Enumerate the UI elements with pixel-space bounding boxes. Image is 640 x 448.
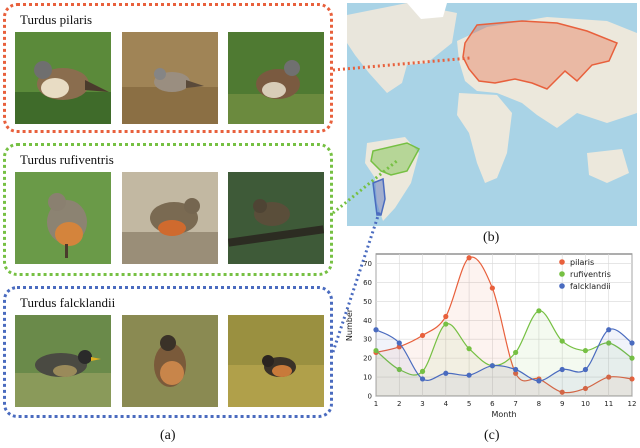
data-point-pilaris [419,332,426,339]
x-tick-label: 7 [513,400,517,408]
data-point-rufiventris [582,347,589,354]
legend-marker-pilaris [559,259,565,265]
bird-photo-rufiventris-1 [15,172,111,264]
data-point-pilaris [489,285,495,291]
x-tick-label: 6 [490,400,495,408]
x-tick-label: 11 [604,400,613,408]
species-panel-pilaris: Turdus pilaris [3,3,333,133]
species-label-pilaris: Turdus pilaris [20,12,93,27]
monthly-count-chart: 0 10 20 30 40 50 60 70 1 2 3 4 5 6 7 8 9 10 11 12 pilaris ru… [340,248,640,428]
legend-marker-rufiventris [559,271,565,277]
x-tick-label: 2 [397,400,401,408]
data-point-falcklandii [489,363,495,369]
bird-photo-pilaris-3 [228,32,324,124]
data-point-falcklandii [396,340,402,346]
data-point-rufiventris [466,346,472,352]
x-tick-label: 5 [467,400,471,408]
data-point-pilaris [466,255,472,261]
x-axis-label: Month [491,410,516,419]
data-point-falcklandii [513,366,519,373]
y-tick-label: 40 [363,317,372,325]
y-axis-label: Number [345,308,354,341]
data-point-rufiventris [419,368,426,374]
series-area-pilaris [376,256,632,396]
caption-a: (a) [160,428,176,443]
data-point-falcklandii [629,340,635,346]
data-point-rufiventris [443,321,449,327]
data-point-pilaris [513,370,519,376]
caption-b: (b) [483,230,500,245]
bird-photo-rufiventris-3 [228,172,324,264]
data-point-rufiventris [396,366,402,373]
data-point-rufiventris [606,340,612,346]
x-tick-label: 4 [444,400,449,408]
data-point-falcklandii [582,366,589,373]
legend-label-pilaris: pilaris [570,258,594,267]
x-tick-label: 12 [628,400,637,408]
y-tick-label: 50 [363,298,372,306]
y-tick-label: 0 [368,393,372,401]
legend-label-falcklandii: falcklandii [570,282,611,291]
y-tick-label: 30 [363,336,372,344]
x-tick-label: 9 [560,400,564,408]
x-tick-label: 1 [374,400,378,408]
bird-photo-falcklandii-3 [228,315,324,407]
x-tick-label: 10 [581,400,590,408]
y-tick-label: 70 [363,260,372,268]
bird-photo-falcklandii-2 [122,315,218,407]
data-point-falcklandii [606,327,612,333]
y-tick-label: 20 [363,355,372,363]
bird-photo-pilaris-1 [15,32,111,124]
data-point-falcklandii [373,327,379,333]
species-label-rufiventris: Turdus rufiventris [20,152,114,167]
data-point-falcklandii [559,366,565,373]
data-point-rufiventris [373,347,379,354]
x-tick-label: 3 [420,400,424,408]
data-point-pilaris [559,389,565,395]
bird-photo-pilaris-2 [122,32,218,124]
data-point-rufiventris [559,338,565,344]
plot-area [375,253,633,397]
species-label-falcklandii: Turdus falcklandii [20,295,116,310]
data-point-falcklandii [443,370,449,376]
bird-photo-rufiventris-2 [122,172,218,264]
caption-c: (c) [484,428,500,443]
series-area-falcklandii [376,328,632,396]
data-point-falcklandii [419,376,426,382]
bird-photo-falcklandii-1 [15,315,111,407]
data-point-pilaris [629,376,635,382]
legend-marker-falcklandii [559,283,565,289]
species-panel-rufiventris: Turdus rufiventris [3,143,333,276]
world-distribution-map [347,3,637,226]
data-point-rufiventris [536,308,542,314]
species-panel-falcklandii: Turdus falcklandii [3,286,333,418]
x-tick-label: 8 [537,400,541,408]
data-point-falcklandii [536,378,542,384]
y-tick-label: 10 [363,374,372,382]
y-tick-label: 60 [363,279,372,287]
data-point-rufiventris [513,349,519,356]
data-point-rufiventris [629,355,635,361]
data-point-falcklandii [466,372,472,378]
data-point-pilaris [606,374,612,380]
data-point-pilaris [582,385,589,392]
legend-label-rufiventris: rufiventris [570,270,611,279]
series-line-falcklandii [375,328,633,382]
data-point-pilaris [443,313,449,320]
